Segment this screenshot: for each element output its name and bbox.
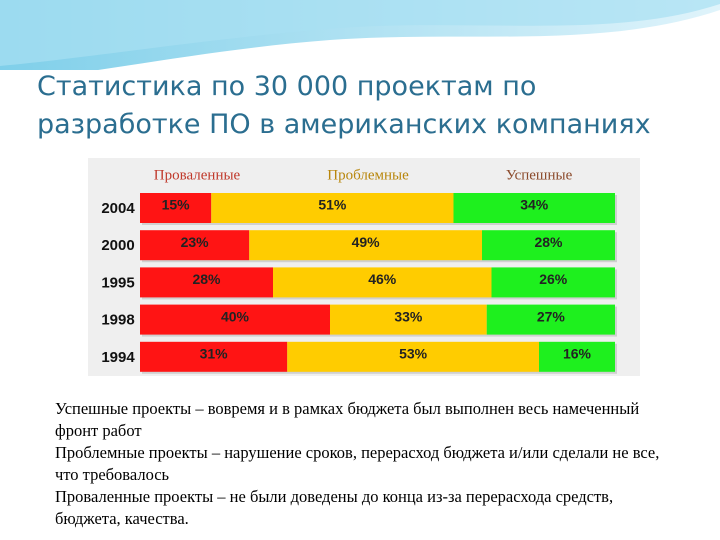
bar-segment bbox=[140, 193, 212, 223]
value-label: 34% bbox=[520, 197, 549, 213]
value-label: 27% bbox=[537, 308, 566, 324]
value-label: 15% bbox=[162, 197, 191, 213]
bar-segment bbox=[491, 267, 615, 298]
value-label: 33% bbox=[394, 308, 423, 324]
legend-label: Проваленные bbox=[154, 167, 241, 183]
note: Успешные проекты – вовремя и в рамках бю… bbox=[55, 399, 640, 440]
bar-segment bbox=[486, 304, 615, 335]
value-label: 26% bbox=[539, 271, 568, 287]
value-label: 28% bbox=[192, 271, 221, 287]
bar-segment bbox=[482, 230, 615, 261]
legend-label: Проблемные bbox=[327, 167, 409, 183]
wave-decoration bbox=[0, 0, 720, 70]
bar-segment bbox=[453, 193, 615, 223]
bar-segment bbox=[287, 341, 539, 372]
value-label: 49% bbox=[352, 234, 381, 250]
y-tick-label: 2000 bbox=[101, 237, 134, 254]
slide-title: Статистика по 30 000 проектам по разрабо… bbox=[37, 71, 651, 140]
value-label: 16% bbox=[563, 346, 592, 362]
y-tick-label: 1995 bbox=[101, 274, 134, 291]
value-label: 40% bbox=[221, 308, 250, 324]
bar-segment bbox=[140, 341, 288, 372]
value-label: 51% bbox=[318, 197, 347, 213]
bar-segment bbox=[140, 304, 330, 335]
bar-segment bbox=[273, 267, 492, 298]
bar-segment bbox=[211, 193, 454, 223]
y-tick-label: 1994 bbox=[101, 349, 135, 366]
chart: Проваленные Проблемные Успешные 2004 15% 51% 3… bbox=[88, 158, 640, 376]
value-label: 31% bbox=[200, 346, 229, 362]
bar-segment bbox=[140, 267, 273, 298]
bar-segment bbox=[249, 230, 482, 261]
notes: Успешные проекты – вовремя и в рамках бю… bbox=[55, 398, 665, 530]
note: Проблемные проекты – нарушение сроков, п… bbox=[55, 443, 660, 484]
value-label: 53% bbox=[399, 346, 428, 362]
y-tick-label: 2004 bbox=[101, 200, 135, 217]
bar-segment bbox=[140, 230, 250, 261]
value-label: 28% bbox=[534, 234, 563, 250]
value-label: 46% bbox=[368, 271, 397, 287]
value-label: 23% bbox=[181, 234, 210, 250]
note: Проваленные проекты – не были доведены д… bbox=[55, 487, 614, 528]
y-tick-label: 1998 bbox=[101, 312, 134, 329]
legend-label: Успешные bbox=[506, 167, 573, 183]
bar-segment bbox=[539, 341, 615, 372]
bar-segment bbox=[330, 304, 487, 335]
